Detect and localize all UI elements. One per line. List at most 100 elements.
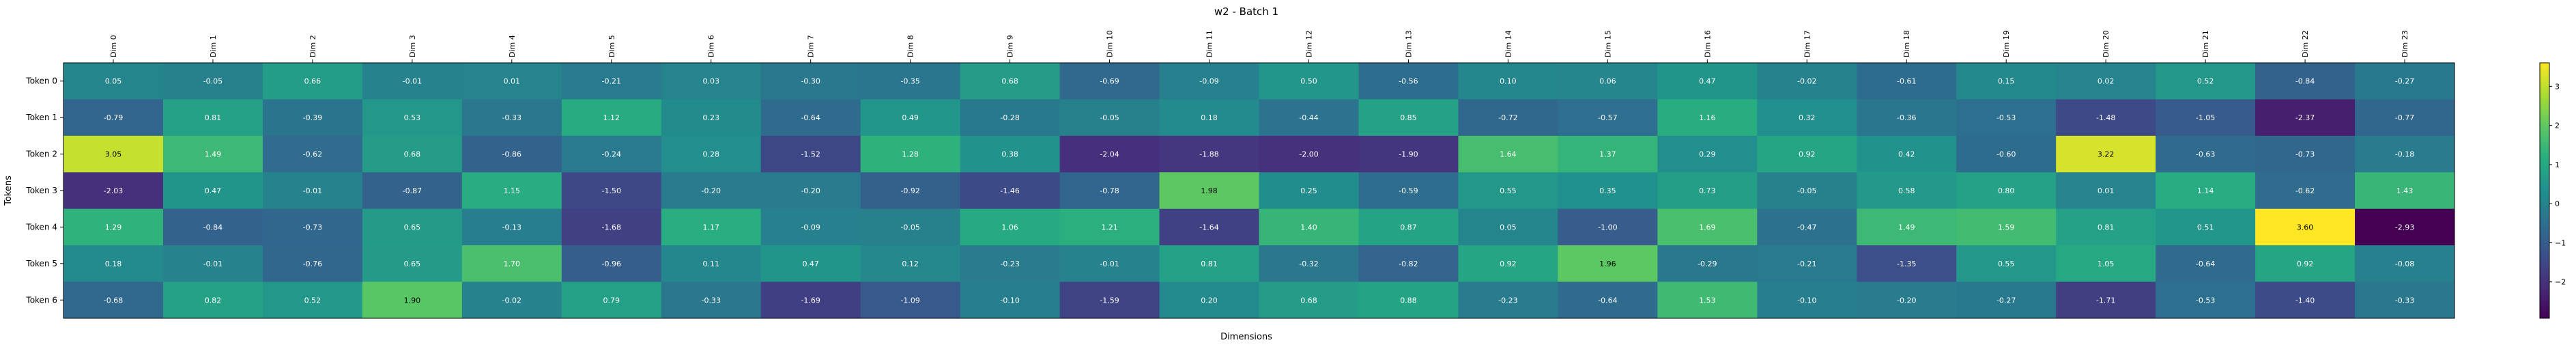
cell-value-label: 0.88 [1400,296,1417,305]
cell-value-label: -2.04 [1100,150,1119,159]
cell-value-label: -0.47 [1797,223,1816,232]
cell-value-label: 3.60 [2297,223,2314,232]
heatmap-cell [1259,135,1359,173]
cell-value-label: -0.20 [1897,296,1916,305]
cell-value-label: -0.39 [303,113,322,122]
cell-value-label: 0.20 [1201,296,1218,305]
heatmap-cell [561,245,662,283]
cell-value-label: -0.44 [1299,113,1318,122]
x-tick-label: Dim 10 [1106,30,1115,57]
heatmap-cell [162,135,263,173]
heatmap-cell [2255,63,2356,100]
heatmap-cell [1259,245,1359,283]
heatmap-cell [1956,208,2057,246]
cell-value-label: -0.05 [203,77,223,86]
heatmap-cell [760,208,861,246]
heatmap-cell [2156,99,2256,137]
heatmap-cell [2056,172,2156,210]
heatmap-cell [1956,63,2057,100]
cell-value-label: 0.51 [2197,223,2214,232]
cell-value-label: 1.06 [1001,223,1018,232]
cell-value-label: -1.88 [1199,150,1218,159]
cell-value-label: -0.78 [1100,186,1119,195]
heatmap-cell [1757,99,1857,137]
cell-value-label: -0.10 [1000,296,1019,305]
cell-value-label: 0.81 [1201,260,1218,268]
cell-value-label: 1.70 [504,260,521,268]
cell-value-label: -0.01 [403,77,422,86]
heatmap-cell [760,281,861,319]
heatmap-cell [2255,245,2356,283]
cell-value-label: -1.00 [1598,223,1617,232]
x-tick-label: Dim 17 [1803,30,1812,57]
heatmap-cell [1558,172,1658,210]
heatmap-cell [1857,172,1957,210]
cell-value-label: -0.27 [1997,296,2016,305]
cell-value-label: -0.20 [801,186,820,195]
cell-value-label: 1.59 [1998,223,2015,232]
cell-value-label: -0.01 [303,186,322,195]
cell-value-label: 1.64 [1500,150,1517,159]
cell-value-label: 0.68 [404,150,421,159]
x-tick-label: Dim 13 [1404,30,1413,57]
heatmap-cell [2156,208,2256,246]
cell-value-label: -0.09 [1199,77,1218,86]
heatmap-cell [1857,99,1957,137]
heatmap-cell [262,208,363,246]
colorbar-tick-label: −2 [2555,278,2566,287]
heatmap-cell [63,99,164,137]
cell-value-label: 0.65 [404,223,421,232]
heatmap-cell [2355,172,2455,210]
cell-value-label: 0.92 [1799,150,1816,159]
cell-value-label: -0.33 [502,113,521,122]
heatmap-cell [661,208,762,246]
y-tick-label: Token 5 [25,259,57,268]
heatmap-cell [1059,135,1160,173]
heatmap-cell [1059,63,1160,100]
heatmap-cell [2156,135,2256,173]
heatmap-cell [1458,208,1558,246]
heatmap-cell [362,281,463,319]
cell-value-label: 0.12 [902,260,919,268]
heatmap-cell [960,281,1061,319]
cell-value-label: -0.62 [2295,186,2315,195]
cell-value-label: 0.58 [1898,186,1915,195]
heatmap-cell [561,281,662,319]
cell-value-label: -1.59 [1100,296,1119,305]
cell-value-label: -1.09 [900,296,919,305]
cell-value-label: 1.49 [205,150,222,159]
chart-title: w2 - Batch 1 [1214,5,1278,18]
x-tick-label: Dim 7 [807,35,816,57]
cell-value-label: -0.28 [1000,113,1019,122]
heatmap-cell [2255,208,2356,246]
x-tick-label: Dim 20 [2102,30,2110,57]
cell-value-label: 1.17 [702,223,719,232]
heatmap-cell [63,281,164,319]
cell-value-label: 1.69 [1699,223,1716,232]
y-tick-label: Token 1 [25,113,57,122]
heatmap-cell [1358,99,1459,137]
x-tick-label: Dim 16 [1703,30,1712,57]
cell-value-label: -0.09 [801,223,820,232]
cell-value-label: 1.40 [1300,223,1317,232]
cell-value-label: -0.35 [900,77,919,86]
heatmap-cell [262,172,363,210]
cell-value-label: -0.20 [701,186,720,195]
heatmap-cell [1558,281,1658,319]
cell-value-label: -1.90 [1399,150,1418,159]
heatmap-cell [2156,245,2256,283]
cell-value-label: -0.23 [1000,260,1019,268]
cell-value-label: 1.29 [105,223,122,232]
heatmap-cell [262,245,363,283]
cell-value-label: -1.35 [1897,260,1916,268]
cell-value-label: -0.59 [1399,186,1418,195]
heatmap-cell [362,245,463,283]
cell-value-label: -0.29 [1698,260,1717,268]
cell-value-label: 0.52 [304,296,321,305]
cell-value-label: 0.55 [1500,186,1517,195]
colorbar-tick-label: 0 [2555,199,2560,208]
heatmap-cell [1558,135,1658,173]
cell-value-label: 0.52 [2197,77,2214,86]
heatmap-cell [2056,99,2156,137]
heatmap-cell [162,281,263,319]
